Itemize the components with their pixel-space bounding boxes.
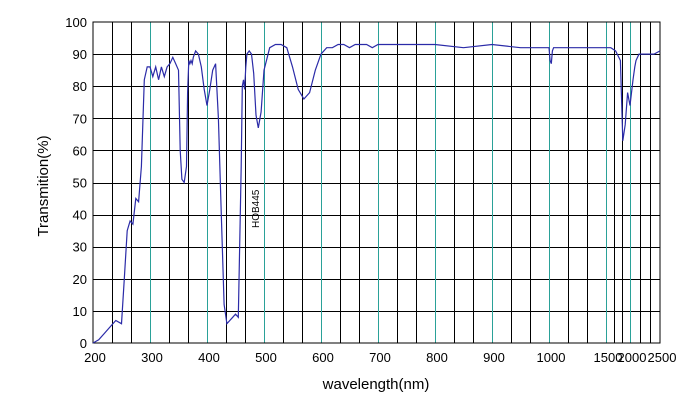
- x-tick-label: 400: [198, 350, 220, 365]
- y-tick-label: 90: [73, 47, 87, 62]
- y-tick-label: 10: [73, 304, 87, 319]
- x-axis-label: wavelength(nm): [322, 376, 430, 393]
- sample-annotation: HOB445: [251, 189, 262, 228]
- y-tick-label: 0: [80, 336, 87, 351]
- y-tick-label: 50: [73, 176, 87, 191]
- x-tick-label: 2000: [618, 350, 647, 365]
- y-tick-label: 100: [65, 15, 87, 30]
- x-tick-label: 200: [84, 350, 106, 365]
- x-tick-label: 700: [369, 350, 391, 365]
- y-tick-label: 20: [73, 272, 87, 287]
- x-tick-label: 2500: [648, 350, 677, 365]
- plot-frame: [92, 21, 661, 344]
- x-tick-label: 900: [483, 350, 505, 365]
- x-tick-label: 1500: [594, 350, 623, 365]
- x-tick-label: 500: [255, 350, 277, 365]
- y-axis-label: Transmition(%): [35, 135, 52, 236]
- y-tick-labels: 0 10 20 30 40 50 60 70 80 90 100: [65, 15, 87, 351]
- x-tick-label: 300: [141, 350, 163, 365]
- x-tick-label: 800: [426, 350, 448, 365]
- x-tick-label: 1000: [537, 350, 566, 365]
- y-tick-label: 40: [73, 208, 87, 223]
- y-tick-label: 80: [73, 79, 87, 94]
- y-tick-label: 70: [73, 111, 87, 126]
- y-tick-label: 30: [73, 240, 87, 255]
- y-tick-label: 60: [73, 143, 87, 158]
- transmission-curve: [92, 43, 661, 344]
- major-grid: [150, 22, 631, 343]
- x-tick-label: 600: [312, 350, 334, 365]
